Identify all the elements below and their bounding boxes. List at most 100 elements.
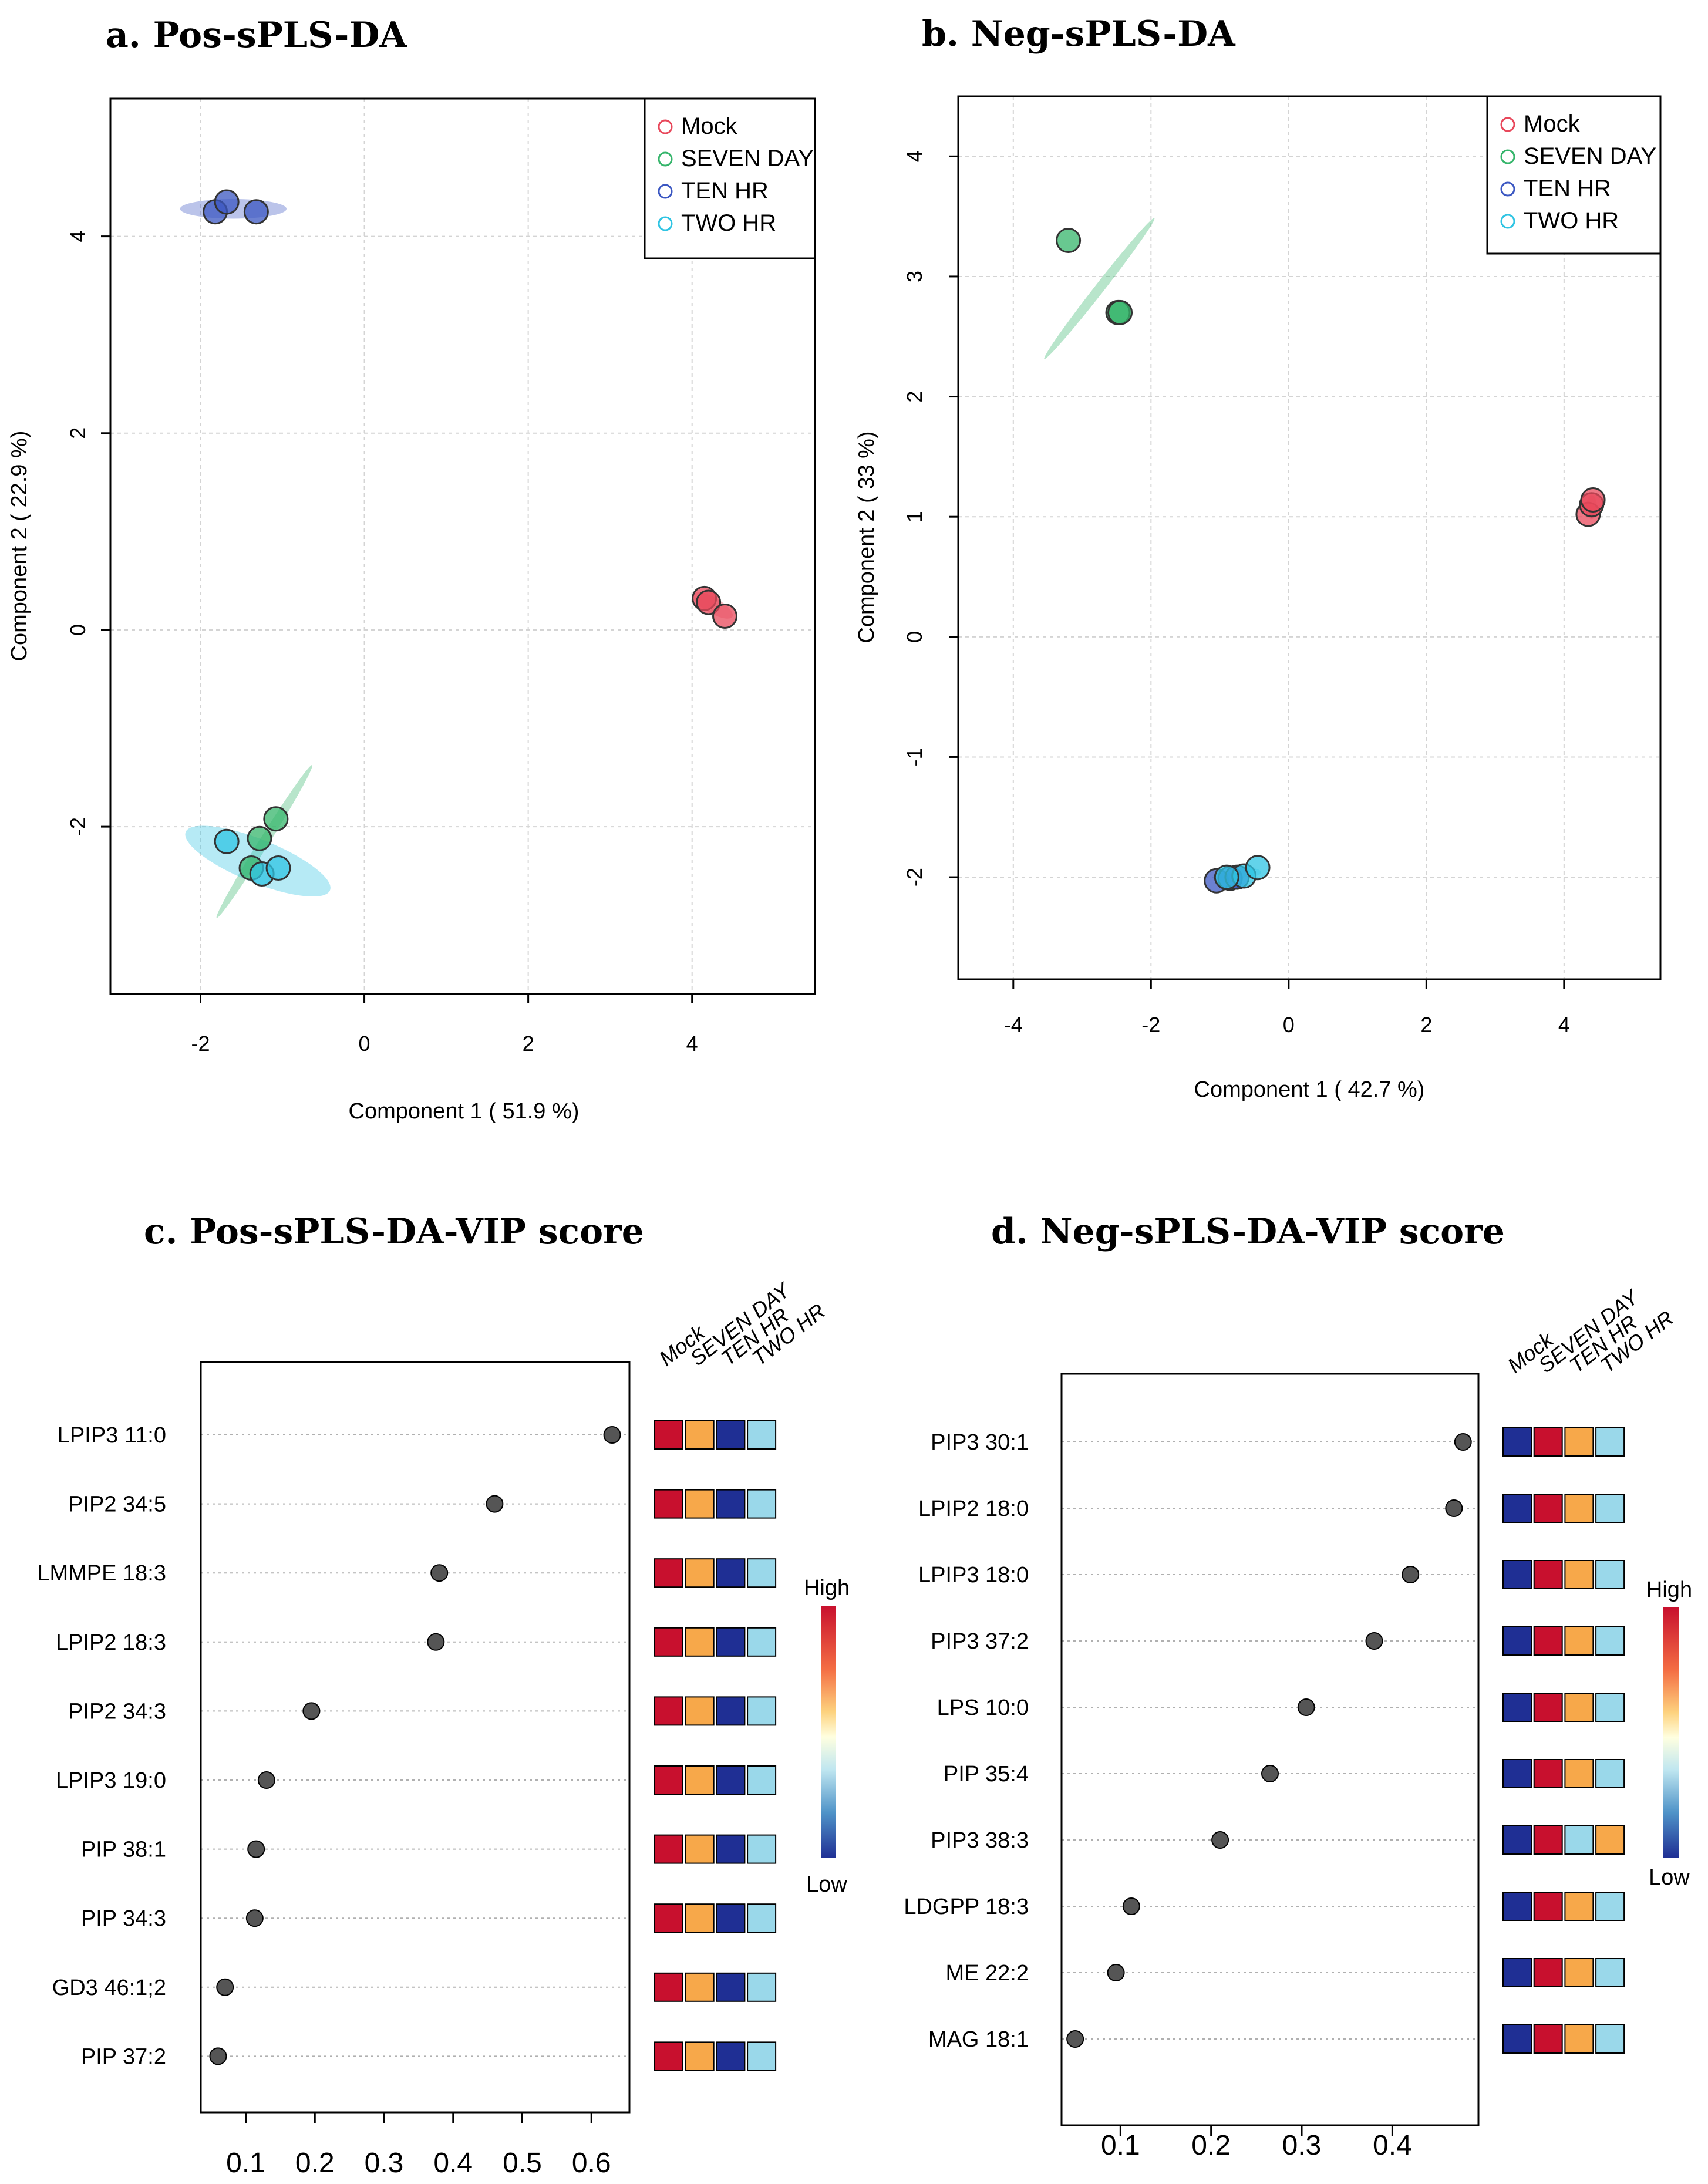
heatmap-cell — [685, 1903, 715, 1933]
vip-point — [486, 1495, 504, 1513]
feature-label: LPIP2 18:3 — [56, 1630, 166, 1655]
heatmap-cell — [1595, 1892, 1625, 1921]
y-axis-label: Component 2 ( 22.9 %) — [7, 431, 32, 662]
legend: Mock SEVEN DAY TEN HR TWO HR — [644, 97, 816, 259]
x-tick-label: 4 — [686, 1032, 698, 1056]
y-tick-label: 4 — [902, 150, 927, 162]
vip-point — [1066, 2030, 1084, 2048]
legend-marker — [658, 184, 673, 199]
heatmap-cell — [1502, 1494, 1532, 1523]
y-axis-label: Component 2 ( 33 %) — [854, 431, 879, 643]
heatmap-cell — [747, 1834, 777, 1864]
heatmap-cell — [654, 1420, 683, 1450]
data-point — [214, 828, 240, 854]
data-point — [712, 603, 738, 629]
y-tick-label: -2 — [66, 817, 90, 836]
heatmap-cell — [716, 1765, 746, 1795]
heatmap-cell — [685, 1765, 715, 1795]
heatmap-cell — [747, 1558, 777, 1588]
x-tick-label: 4 — [1558, 1013, 1570, 1037]
data-point — [1107, 299, 1133, 325]
heatmap-cell — [1533, 1825, 1563, 1855]
y-tick-label: 0 — [902, 631, 927, 643]
heatmap-cell — [1502, 1958, 1532, 1987]
x-tick-label: 0 — [1283, 1013, 1295, 1037]
x-tick-label: 2 — [1420, 1013, 1432, 1037]
x-tick-label: 0.5 — [503, 2148, 542, 2179]
plot-frame — [957, 95, 1662, 980]
heatmap-cell — [716, 1834, 746, 1864]
vip-point — [1107, 1964, 1125, 1981]
heatmap-cell — [654, 1834, 683, 1864]
data-point — [247, 825, 272, 851]
legend-marker — [1500, 181, 1515, 197]
heatmap-cell — [716, 1627, 746, 1657]
data-point — [243, 199, 269, 225]
feature-label: LPS 10:0 — [937, 1696, 1029, 1720]
x-tick-label: 0.1 — [226, 2148, 265, 2179]
heatmap-cell — [1564, 1759, 1594, 1788]
heatmap-cell — [716, 1696, 746, 1726]
heatmap-cell — [1595, 1494, 1625, 1523]
x-tick-label: 0.3 — [1282, 2130, 1322, 2161]
heatmap-cell — [716, 1903, 746, 1933]
legend-marker — [658, 216, 673, 231]
legend-entry: TEN HR — [681, 178, 769, 204]
heatmap-cell — [685, 1972, 715, 2002]
feature-label: PIP3 37:2 — [931, 1629, 1029, 1654]
heatmap-cell — [1502, 1560, 1532, 1589]
heatmap-cell — [1533, 1958, 1563, 1987]
y-tick-label: -1 — [902, 747, 927, 766]
heatmap-cell — [685, 1489, 715, 1519]
feature-label: PIP 34:3 — [81, 1906, 166, 1931]
vip-point — [1261, 1765, 1279, 1782]
color-scale-low-label: Low — [1649, 1865, 1690, 1890]
heatmap-cell — [1564, 2024, 1594, 2054]
x-tick-label: 0.3 — [365, 2148, 404, 2179]
heatmap-cell — [1533, 1759, 1563, 1788]
panel-d-neg-vip-score: d. Neg-sPLS-DA-VIP score PIP3 30:1 LPIP2 1… — [904, 1211, 1692, 2161]
legend: Mock SEVEN DAY TEN HR TWO HR — [1486, 95, 1662, 255]
confidence-ellipse — [1044, 218, 1155, 359]
vip-point — [1297, 1698, 1315, 1716]
heatmap-cell — [685, 1420, 715, 1450]
heatmap-cell — [1502, 1626, 1532, 1656]
x-axis-label: Component 1 ( 51.9 %) — [349, 1099, 580, 1124]
heatmap-cell — [1595, 1626, 1625, 1656]
x-tick-label: 2 — [523, 1032, 534, 1056]
heatmap-cell — [654, 1765, 683, 1795]
y-tick-label: 2 — [66, 427, 90, 439]
data-point — [265, 855, 291, 881]
data-point — [1214, 864, 1239, 890]
heatmap-cell — [1533, 2024, 1563, 2054]
heatmap-cell — [747, 1765, 777, 1795]
data-point — [214, 189, 240, 215]
x-tick-label: 0.2 — [1191, 2130, 1231, 2161]
heatmap-cell — [1533, 1560, 1563, 1589]
legend-entry: SEVEN DAY — [681, 146, 814, 171]
heatmap-cell — [716, 1972, 746, 2002]
panel-title: a. Pos-sPLS-DA — [106, 15, 407, 56]
heatmap-cell — [1564, 1494, 1594, 1523]
vip-point — [216, 1978, 234, 1996]
heatmap-cell — [1595, 1759, 1625, 1788]
y-tick-label: 0 — [66, 624, 90, 636]
x-tick-label: 0 — [359, 1032, 370, 1056]
heatmap-cell — [1502, 1759, 1532, 1788]
heatmap-cell — [1564, 1958, 1594, 1987]
heatmap-cell — [654, 2041, 683, 2071]
heatmap-cell — [1595, 1825, 1625, 1855]
vip-point — [302, 1702, 321, 1720]
heatmap-cell — [1595, 1560, 1625, 1589]
x-tick-label: 0.6 — [572, 2148, 611, 2179]
vip-point — [245, 1909, 264, 1927]
feature-label: PIP 37:2 — [81, 2044, 166, 2069]
heatmap-cell — [654, 1627, 683, 1657]
heatmap-cell — [654, 1558, 683, 1588]
x-tick-label: 0.2 — [295, 2148, 335, 2179]
x-axis-label: Component 1 ( 42.7 %) — [1194, 1077, 1425, 1102]
heatmap-cell — [654, 1696, 683, 1726]
x-tick-label: 0.1 — [1101, 2130, 1140, 2161]
heatmap-cell — [1564, 1427, 1594, 1457]
feature-label: LPIP2 18:0 — [918, 1497, 1029, 1521]
